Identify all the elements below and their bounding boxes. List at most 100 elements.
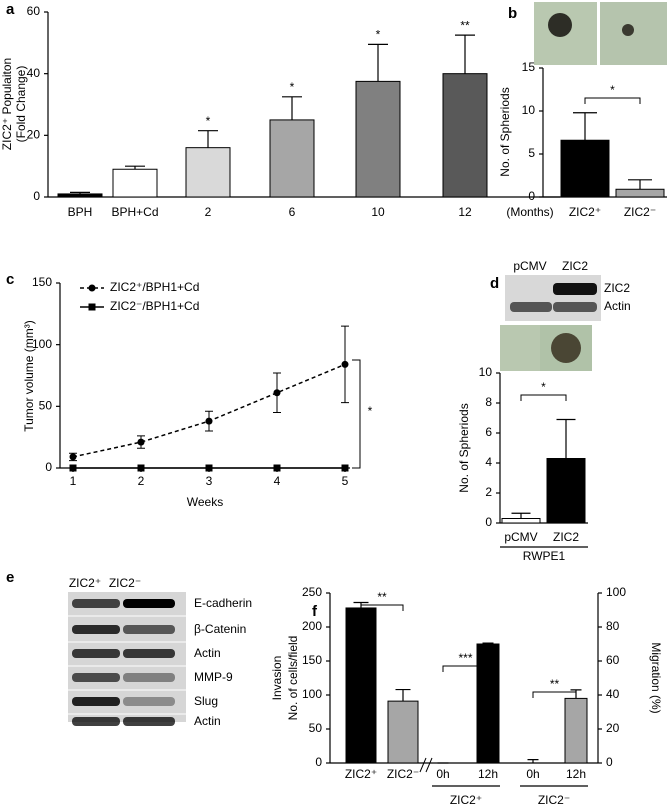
lane-label: ZIC2⁻ xyxy=(109,576,141,590)
band-label: MMP-9 xyxy=(194,670,233,684)
x-tick-label: 5 xyxy=(342,474,349,488)
x-tick-label: ZIC2⁻ xyxy=(624,205,656,219)
legend-marker xyxy=(88,303,96,311)
x-tick-label: ZIC2⁺ xyxy=(345,767,377,781)
y-tick-label: 200 xyxy=(302,619,322,633)
sig-label: * xyxy=(376,28,381,42)
bar xyxy=(442,73,488,198)
marker xyxy=(205,464,213,472)
bar xyxy=(476,643,500,764)
band-label: Actin xyxy=(194,646,221,660)
y-tick-label: 150 xyxy=(302,653,322,667)
error-bar xyxy=(282,96,302,120)
legend-label: ZIC2⁺/BPH1+Cd xyxy=(110,280,199,294)
y-label: No. of Spheriods xyxy=(457,403,471,492)
lane-label: ZIC2 xyxy=(562,259,588,273)
marker xyxy=(137,438,145,446)
legend-label: ZIC2⁻/BPH1+Cd xyxy=(110,299,199,313)
y-tick-label: 0 xyxy=(485,515,492,529)
x-tick-label: 4 xyxy=(274,474,281,488)
marker xyxy=(205,417,213,425)
marker xyxy=(273,464,281,472)
x-tick-label: 12h xyxy=(478,767,498,781)
error-bar xyxy=(70,191,90,194)
error-bar xyxy=(511,512,531,519)
sig-bracket xyxy=(442,665,489,672)
bar xyxy=(269,119,315,198)
x-label: Weeks xyxy=(187,495,223,509)
blot-band xyxy=(123,697,175,706)
blot-band xyxy=(123,717,175,726)
x-tick-label: ZIC2 xyxy=(553,530,579,544)
error-bar xyxy=(556,418,576,459)
y-tick-label: 0 xyxy=(33,189,40,203)
lane-label: ZIC2⁺ xyxy=(69,576,101,590)
y-tick-label: 4 xyxy=(485,455,492,469)
panel-label: b xyxy=(508,5,517,22)
marker xyxy=(69,453,77,461)
marker xyxy=(341,464,349,472)
bar xyxy=(112,168,158,198)
band-label: β-Catenin xyxy=(194,622,246,636)
x-tick-label: ZIC2⁺ xyxy=(569,205,601,219)
x-tick-label: 10 xyxy=(371,205,385,219)
error-bar xyxy=(368,43,388,82)
x-tick-label: 0h xyxy=(436,767,449,781)
y-tick-label: 60 xyxy=(27,4,41,18)
bar xyxy=(501,518,541,524)
y-tick-label: 50 xyxy=(309,721,323,735)
y-label: (Fold Change) xyxy=(14,66,28,143)
sig-label: * xyxy=(610,83,615,97)
blot-band xyxy=(72,717,120,726)
x-tick-label: BPH xyxy=(68,205,93,219)
lane-label: pCMV xyxy=(513,259,546,273)
x-tick-label: BPH+Cd xyxy=(111,205,158,219)
x-tick-label: 12h xyxy=(566,767,586,781)
y-tick-label: 0 xyxy=(315,755,322,769)
error-bar xyxy=(395,688,411,702)
error-bar xyxy=(482,642,494,644)
y-tick-label: 20 xyxy=(606,721,620,735)
error-bar xyxy=(125,165,145,170)
band-label: Slug xyxy=(194,694,218,708)
y-label: No. of cells/field xyxy=(286,636,300,721)
y-tick-label: 250 xyxy=(302,585,322,599)
y-tick-label: 0 xyxy=(528,189,535,203)
group-label: ZIC2⁻ xyxy=(538,793,570,807)
y-tick-label: 60 xyxy=(606,653,620,667)
y-tick-label: 100 xyxy=(302,687,322,701)
y-tick-label: 15 xyxy=(522,60,536,74)
blot-band xyxy=(123,673,175,682)
y-tick-label: 10 xyxy=(522,103,536,117)
band-label: Actin xyxy=(604,299,631,313)
y-tick-label: 40 xyxy=(27,66,41,80)
sig-label: * xyxy=(541,380,546,394)
y-tick-label: 10 xyxy=(479,365,493,379)
y-label: ZIC2⁺ Populaiton xyxy=(0,58,14,150)
error-bar xyxy=(527,759,539,763)
bar xyxy=(615,188,665,198)
y-tick-label: 100 xyxy=(606,585,626,599)
error-bar xyxy=(198,130,218,148)
marker xyxy=(137,464,145,472)
y-tick-label: 150 xyxy=(32,275,52,289)
bar xyxy=(560,139,610,198)
panel-label: d xyxy=(490,275,499,292)
y-label: Invasion xyxy=(270,656,284,701)
band-label: Actin xyxy=(194,714,221,728)
series-line xyxy=(72,363,346,458)
y-tick-label: 80 xyxy=(606,619,620,633)
y-tick-label: 50 xyxy=(39,399,53,413)
sig-label: * xyxy=(368,404,373,418)
sig-bracket xyxy=(360,604,404,611)
x-tick-label: 0h xyxy=(526,767,539,781)
y-label: No. of Spheriods xyxy=(498,87,512,176)
bar xyxy=(546,458,586,524)
sig-label: * xyxy=(206,114,211,128)
blot-band xyxy=(123,599,175,608)
panel-label: f xyxy=(312,603,318,620)
x-tick-label: ZIC2⁻ xyxy=(387,767,419,781)
spheroid-images-b xyxy=(534,2,667,65)
x-label: RWPE1 xyxy=(523,549,566,563)
group-label: ZIC2⁺ xyxy=(450,793,482,807)
